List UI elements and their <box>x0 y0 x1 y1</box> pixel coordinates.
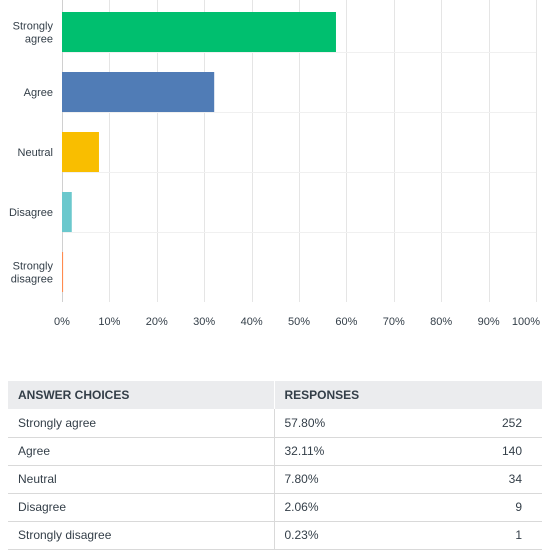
row-choice: Agree <box>8 437 275 466</box>
x-tick-label: 60% <box>335 316 357 328</box>
row-choice: Neutral <box>8 465 275 494</box>
table-row: Strongly disagree 0.23% 1 <box>8 521 542 550</box>
header-responses: RESPONSES <box>274 381 542 409</box>
x-tick-label: 70% <box>383 316 405 328</box>
row-count: 140 <box>421 437 542 466</box>
category-label: Agree <box>24 87 53 99</box>
row-percent: 32.11% <box>274 437 422 466</box>
row-choice: Strongly disagree <box>8 521 275 550</box>
row-percent: 2.06% <box>274 493 422 522</box>
x-tick-label: 100% <box>512 316 540 328</box>
category-label: Strongly <box>13 261 54 273</box>
header-answer-choices: ANSWER CHOICES <box>8 381 275 409</box>
x-tick-label: 80% <box>430 316 452 328</box>
row-count: 252 <box>421 409 542 438</box>
x-tick-label: 40% <box>241 316 263 328</box>
category-label: Strongly <box>13 21 54 33</box>
bar <box>62 252 64 292</box>
responses-table: ANSWER CHOICES RESPONSES Strongly agree … <box>8 381 542 550</box>
row-count: 1 <box>421 521 542 550</box>
table-header-row: ANSWER CHOICES RESPONSES <box>8 381 542 409</box>
category-label: agree <box>25 34 53 46</box>
x-tick-label: 90% <box>478 316 500 328</box>
row-count: 34 <box>421 465 542 494</box>
table-row: Agree 32.11% 140 <box>8 437 542 466</box>
category-label: Neutral <box>18 147 53 159</box>
row-count: 9 <box>421 493 542 522</box>
bar-chart: StronglyagreeAgreeNeutralDisagreeStrongl… <box>9 0 540 328</box>
x-tick-label: 30% <box>193 316 215 328</box>
x-tick-label: 0% <box>54 316 70 328</box>
row-choice: Disagree <box>8 493 275 522</box>
bar <box>62 12 336 52</box>
category-label: Disagree <box>9 207 53 219</box>
table-row: Neutral 7.80% 34 <box>8 465 542 494</box>
row-percent: 57.80% <box>274 409 422 438</box>
bar <box>62 192 72 232</box>
x-tick-label: 20% <box>146 316 168 328</box>
category-label: disagree <box>11 274 53 286</box>
row-percent: 7.80% <box>274 465 422 494</box>
bar <box>62 72 215 112</box>
x-tick-label: 10% <box>98 316 120 328</box>
bar <box>62 132 99 172</box>
table-row: Strongly agree 57.80% 252 <box>8 409 542 438</box>
row-percent: 0.23% <box>274 521 422 550</box>
x-tick-label: 50% <box>288 316 310 328</box>
table-row: Disagree 2.06% 9 <box>8 493 542 522</box>
row-choice: Strongly agree <box>8 409 275 438</box>
